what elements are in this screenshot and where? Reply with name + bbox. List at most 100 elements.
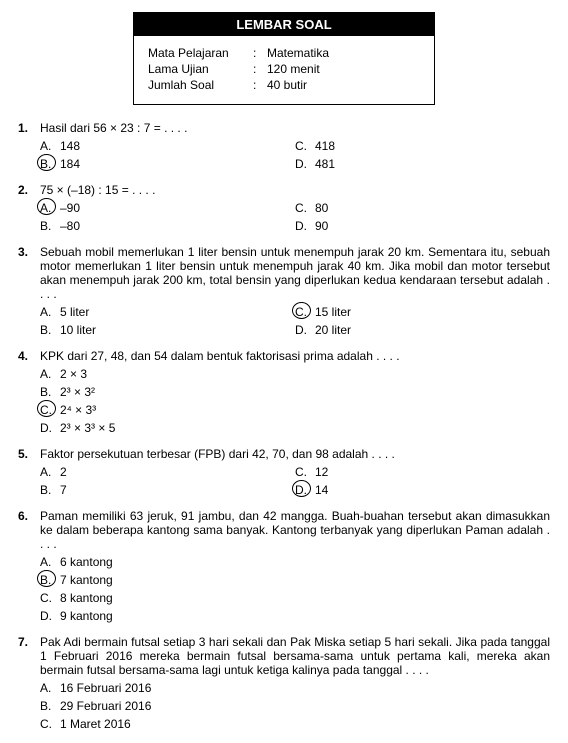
question-body: Sebuah mobil memerlukan 1 liter bensin u…	[40, 245, 550, 339]
option-letter: A.	[40, 303, 60, 321]
option-letter: B.	[40, 383, 60, 401]
question-text: 75 × (–18) : 15 = . . . .	[40, 183, 550, 197]
option-letter: D.	[295, 155, 315, 173]
option-text: 9 kantong	[60, 607, 550, 625]
option: D.20 liter	[295, 321, 550, 339]
question: 5.Faktor persekutuan terbesar (FPB) dari…	[18, 447, 550, 499]
question-text: Hasil dari 56 × 23 : 7 = . . . .	[40, 121, 550, 135]
option: A.5 liter	[40, 303, 295, 321]
options: A.148B.184C.418D.481	[40, 137, 550, 173]
question: 2.75 × (–18) : 15 = . . . .A.–90B.–80C.8…	[18, 183, 550, 235]
option-letter: A.	[40, 365, 60, 383]
header-row: Lama Ujian : 120 menit	[148, 62, 420, 76]
option-letter: B.	[40, 217, 60, 235]
header-colon: :	[253, 62, 267, 76]
question: 3.Sebuah mobil memerlukan 1 liter bensin…	[18, 245, 550, 339]
option: A.6 kantong	[40, 553, 550, 571]
option-letter: C.	[295, 199, 315, 217]
question-text: Pak Adi bermain futsal setiap 3 hari sek…	[40, 635, 550, 677]
option-text: 481	[315, 155, 550, 173]
option-text: –90	[60, 199, 295, 217]
header-row: Jumlah Soal : 40 butir	[148, 78, 420, 92]
option-letter: B.	[40, 571, 60, 589]
option: A.2	[40, 463, 295, 481]
option-text: 10 liter	[60, 321, 295, 339]
question: 4.KPK dari 27, 48, dan 54 dalam bentuk f…	[18, 349, 550, 437]
option-col: A.5 literB.10 liter	[40, 303, 295, 339]
options: A.2B.7C.12D.14	[40, 463, 550, 499]
options: A.16 Februari 2016B.29 Februari 2016C.1 …	[40, 679, 550, 733]
option-letter: D.	[40, 607, 60, 625]
option: C.1 Maret 2016	[40, 715, 550, 733]
header-box: LEMBAR SOAL Mata Pelajaran : Matematika …	[133, 12, 435, 105]
option-letter: C.	[40, 401, 60, 419]
option: B.184	[40, 155, 295, 173]
option-letter: D.	[295, 321, 315, 339]
question-body: Hasil dari 56 × 23 : 7 = . . . . A.148B.1…	[40, 121, 550, 173]
option-text: 2 × 3	[60, 365, 550, 383]
option-text: 418	[315, 137, 550, 155]
option: C.418	[295, 137, 550, 155]
option: A.16 Februari 2016	[40, 679, 550, 697]
option-text: 12	[315, 463, 550, 481]
option-letter: D.	[40, 419, 60, 437]
header-label: Mata Pelajaran	[148, 46, 253, 60]
question-text: Faktor persekutuan terbesar (FPB) dari 4…	[40, 447, 550, 461]
option-text: –80	[60, 217, 295, 235]
option-letter: C.	[295, 303, 315, 321]
question-text: Sebuah mobil memerlukan 1 liter bensin u…	[40, 245, 550, 301]
option-text: 2³ × 3³ × 5	[60, 419, 550, 437]
header-colon: :	[253, 78, 267, 92]
option-letter: A.	[40, 553, 60, 571]
option-col: A.148B.184	[40, 137, 295, 173]
question-body: Paman memiliki 63 jeruk, 91 jambu, dan 4…	[40, 509, 550, 625]
option-text: 7	[60, 481, 295, 499]
option-text: 2³ × 3²	[60, 383, 550, 401]
option-letter: C.	[295, 463, 315, 481]
option-text: 1 Maret 2016	[60, 715, 550, 733]
option: C.8 kantong	[40, 589, 550, 607]
question-number: 3.	[18, 245, 40, 339]
options: A.2 × 3B.2³ × 3²C.2⁴ × 3³D.2³ × 3³ × 5	[40, 365, 550, 437]
question-body: 75 × (–18) : 15 = . . . . A.–90B.–80C.80D…	[40, 183, 550, 235]
options: A.–90B.–80C.80D.90	[40, 199, 550, 235]
question: 6.Paman memiliki 63 jeruk, 91 jambu, dan…	[18, 509, 550, 625]
option-text: 90	[315, 217, 550, 235]
options: A.6 kantongB.7 kantongC.8 kantongD.9 kan…	[40, 553, 550, 625]
option-letter: D.	[295, 481, 315, 499]
question-number: 5.	[18, 447, 40, 499]
option: A.–90	[40, 199, 295, 217]
option-text: 184	[60, 155, 295, 173]
question-list: 1.Hasil dari 56 × 23 : 7 = . . . .A.148B…	[18, 121, 550, 733]
question: 7.Pak Adi bermain futsal setiap 3 hari s…	[18, 635, 550, 733]
option-col: C.15 literD.20 liter	[295, 303, 550, 339]
option-letter: D.	[295, 217, 315, 235]
option-text: 2⁴ × 3³	[60, 401, 550, 419]
header-colon: :	[253, 46, 267, 60]
option: C.12	[295, 463, 550, 481]
question-body: Pak Adi bermain futsal setiap 3 hari sek…	[40, 635, 550, 733]
option-text: 8 kantong	[60, 589, 550, 607]
option: C.2⁴ × 3³	[40, 401, 550, 419]
option-text: 2	[60, 463, 295, 481]
option: B.2³ × 3²	[40, 383, 550, 401]
option-text: 29 Februari 2016	[60, 697, 550, 715]
option: A.2 × 3	[40, 365, 550, 383]
option-letter: C.	[40, 715, 60, 733]
header-title: LEMBAR SOAL	[134, 13, 434, 36]
header-value: Matematika	[267, 46, 420, 60]
header-label: Jumlah Soal	[148, 78, 253, 92]
option: B.–80	[40, 217, 295, 235]
option: C.80	[295, 199, 550, 217]
option: D.14	[295, 481, 550, 499]
option-col: C.80D.90	[295, 199, 550, 235]
option: B.7 kantong	[40, 571, 550, 589]
option-letter: B.	[40, 697, 60, 715]
option-col: C.12D.14	[295, 463, 550, 499]
option-text: 80	[315, 199, 550, 217]
page: LEMBAR SOAL Mata Pelajaran : Matematika …	[0, 0, 568, 733]
header-value: 40 butir	[267, 78, 420, 92]
header-label: Lama Ujian	[148, 62, 253, 76]
question-body: KPK dari 27, 48, dan 54 dalam bentuk fak…	[40, 349, 550, 437]
header-row: Mata Pelajaran : Matematika	[148, 46, 420, 60]
